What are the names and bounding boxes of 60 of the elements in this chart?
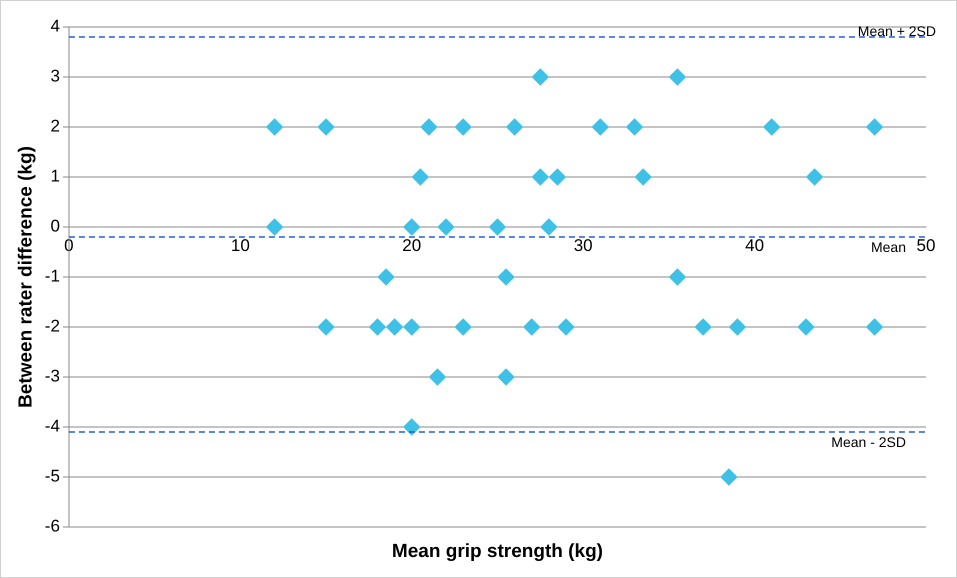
point: [558, 318, 575, 336]
point: [403, 318, 420, 336]
point: [498, 368, 515, 386]
y-tick-label: 0: [50, 216, 60, 236]
y-tick-label: -3: [44, 366, 60, 386]
point: [720, 468, 738, 486]
x-axis-title: Mean grip strength (kg): [392, 541, 604, 562]
point: [866, 318, 884, 336]
point: [532, 168, 549, 186]
x-tick-label: 50: [916, 236, 936, 255]
point: [403, 218, 420, 236]
point: [694, 318, 712, 336]
ref-line-label: Mean + 2SD: [858, 22, 936, 39]
point: [454, 118, 472, 136]
point: [498, 268, 515, 286]
y-tick-label: -2: [44, 316, 60, 336]
y-tick-label: 3: [50, 66, 60, 86]
y-tick-label: -1: [44, 266, 60, 286]
point: [318, 118, 335, 136]
y-tick-label: -4: [44, 416, 60, 436]
point: [266, 218, 284, 236]
point: [523, 318, 540, 336]
y-tick-label: 4: [50, 16, 60, 36]
point: [532, 68, 549, 86]
point: [866, 118, 884, 136]
point: [806, 168, 824, 186]
point: [438, 218, 455, 236]
point: [506, 118, 524, 136]
ref-line-label: Mean: [870, 238, 906, 255]
point: [318, 318, 335, 336]
point: [403, 418, 420, 436]
point: [634, 168, 652, 186]
y-tick-label: -6: [44, 516, 60, 536]
point: [763, 118, 780, 136]
point: [454, 318, 472, 336]
point: [668, 68, 686, 86]
point: [386, 318, 404, 336]
point: [368, 318, 386, 336]
point: [378, 268, 395, 286]
y-tick-label: 2: [50, 116, 60, 136]
y-axis-title: Between rater difference (kg): [16, 146, 37, 408]
x-tick-label: 40: [745, 236, 764, 255]
point: [548, 168, 566, 186]
point: [266, 118, 284, 136]
y-tick-label: -5: [44, 466, 60, 486]
point: [798, 318, 815, 336]
point: [592, 118, 609, 136]
x-tick-label: 30: [574, 236, 593, 255]
point: [626, 118, 644, 136]
point: [412, 168, 429, 186]
point: [488, 218, 506, 236]
ref-line-label: Mean - 2SD: [831, 434, 906, 450]
point: [420, 118, 438, 136]
y-tick-label: 1: [50, 166, 60, 186]
point: [668, 268, 686, 286]
point: [428, 368, 446, 386]
x-tick-label: 10: [230, 236, 250, 255]
point: [540, 218, 558, 236]
x-tick-label: 20: [402, 236, 422, 255]
point: [728, 318, 746, 336]
